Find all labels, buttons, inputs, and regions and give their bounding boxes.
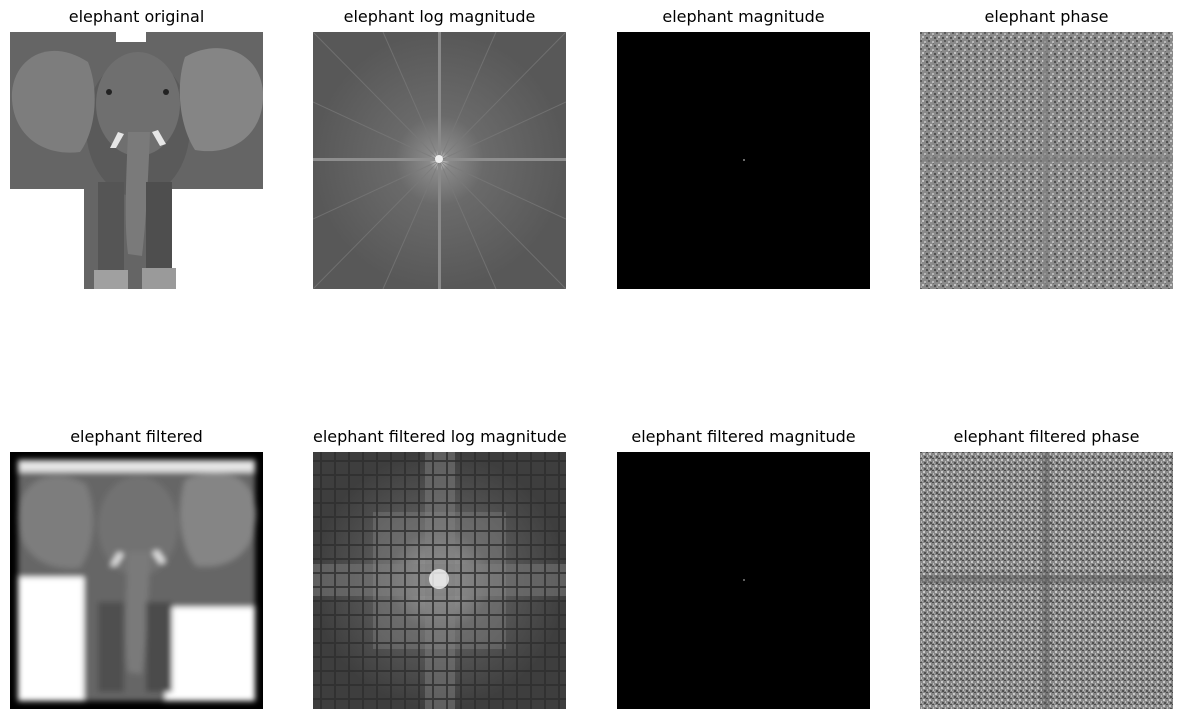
panel-title: elephant filtered phase (953, 427, 1140, 446)
elephant-filtered-magnitude-image (617, 452, 870, 709)
elephant-filtered-log-magnitude-image (313, 452, 566, 709)
elephant-filtered-phase-image (920, 452, 1173, 709)
panel-title: elephant filtered (70, 427, 203, 446)
panel-title: elephant log magnitude (343, 7, 536, 26)
elephant-filtered-image (10, 452, 263, 709)
elephant-original-image (10, 32, 263, 289)
panel-title: elephant filtered log magnitude (313, 427, 567, 446)
elephant-log-magnitude-image (313, 32, 566, 289)
panel-title: elephant phase (984, 7, 1109, 26)
panel-title: elephant original (68, 7, 205, 26)
panel-title: elephant filtered magnitude (631, 427, 856, 446)
elephant-magnitude-image (617, 32, 870, 289)
panel-title: elephant magnitude (662, 7, 825, 26)
elephant-phase-image (920, 32, 1173, 289)
